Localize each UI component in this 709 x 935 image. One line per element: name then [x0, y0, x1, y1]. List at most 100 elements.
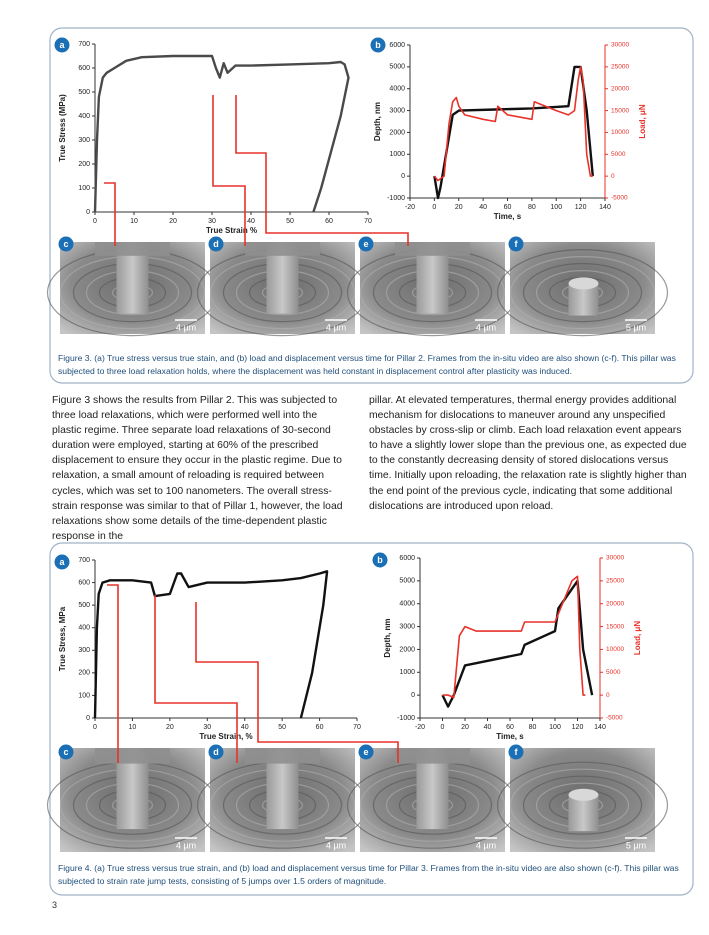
pillar-top: [568, 277, 599, 290]
y2-tick-label: 15000: [606, 623, 624, 630]
sem-image: 5 µm: [496, 242, 669, 337]
y2-tick-label: -5000: [611, 195, 628, 202]
x-tick-label: 120: [575, 204, 587, 211]
panel-label-badge: [370, 37, 386, 53]
data-line: [433, 66, 593, 182]
x-tick-label: 0: [441, 724, 445, 731]
sem-image: 4 µm: [196, 748, 369, 852]
panel-label-badge: [54, 37, 70, 53]
figure-caption: Figure 4. (a) True stress versus true st…: [58, 863, 679, 886]
x-axis-label: True Strain, %: [199, 732, 252, 741]
x-tick-label: 20: [169, 218, 177, 225]
y-tick-label: 4000: [399, 601, 415, 608]
x-tick-label: 30: [203, 724, 211, 731]
x-tick-label: 140: [594, 724, 606, 731]
y-tick-label: 6000: [399, 555, 415, 562]
panel-label: a: [59, 40, 65, 50]
y-tick-label: 5000: [389, 64, 405, 71]
x-tick-label: 40: [247, 218, 255, 225]
y2-tick-label: 5000: [611, 151, 626, 158]
y-tick-label: 0: [86, 209, 90, 216]
x-tick-label: 50: [286, 218, 294, 225]
x-tick-label: 100: [549, 724, 561, 731]
y-tick-label: 300: [78, 137, 90, 144]
y-tick-label: 600: [78, 579, 90, 586]
scale-bar-label: 5 µm: [626, 840, 646, 850]
y-tick-label: 2000: [399, 646, 415, 653]
y-tick-label: 0: [411, 692, 415, 699]
indenter: [245, 748, 320, 764]
data-line: [442, 575, 586, 699]
indenter: [95, 748, 170, 764]
y-tick-label: 500: [78, 89, 90, 96]
x-tick-label: 70: [353, 724, 361, 731]
sem-texture: [496, 761, 669, 849]
y2-tick-label: 10000: [606, 646, 624, 653]
y2-axis-label: Load, μN: [638, 104, 647, 138]
y2-tick-label: 0: [611, 173, 615, 180]
panel-label-badge: [372, 552, 388, 568]
figure-frame: [49, 27, 694, 384]
panel-label: d: [213, 747, 219, 757]
sem-texture: [522, 263, 643, 323]
panel-label: b: [377, 555, 383, 565]
y-tick-label: 200: [78, 670, 90, 677]
data-line: [441, 579, 594, 708]
panel-label: f: [515, 239, 519, 249]
scale-bar-label: 4 µm: [326, 840, 346, 850]
x-tick-label: 100: [550, 204, 562, 211]
x-tick-label: 60: [325, 218, 333, 225]
data-line: [93, 54, 350, 213]
panel-label-badge: [358, 236, 374, 252]
panel-label: b: [375, 40, 381, 50]
x-tick-label: 30: [208, 218, 216, 225]
page-number: 3: [52, 900, 58, 910]
x-tick-label: 80: [528, 204, 536, 211]
panel-label: c: [63, 747, 68, 757]
panel-label-badge: [58, 236, 74, 252]
y-tick-label: 200: [78, 161, 90, 168]
sem-image: 4 µm: [46, 748, 219, 852]
y-tick-label: 5000: [399, 578, 415, 585]
y-tick-label: 600: [78, 65, 90, 72]
y2-tick-label: 20000: [611, 85, 629, 92]
x-tick-label: 40: [479, 204, 487, 211]
y-tick-label: 500: [78, 602, 90, 609]
x-tick-label: 20: [166, 724, 174, 731]
y-tick-label: 700: [78, 557, 90, 564]
y2-tick-label: 0: [606, 692, 610, 699]
y2-tick-label: 30000: [611, 42, 629, 49]
indenter: [395, 748, 470, 764]
x-axis-label: True Strain %: [206, 226, 257, 235]
panel-label: c: [63, 239, 68, 249]
y-tick-label: -1000: [397, 715, 415, 722]
x-tick-label: 50: [278, 724, 286, 731]
y-axis-label: Depth, nm: [373, 102, 382, 141]
y-tick-label: 0: [401, 173, 405, 180]
x-tick-label: 40: [241, 724, 249, 731]
x-tick-label: 70: [364, 218, 372, 225]
y-tick-label: 100: [78, 692, 90, 699]
x-axis-label: Time, s: [494, 212, 522, 221]
scale-bar-label: 4 µm: [176, 840, 196, 850]
x-tick-label: 10: [130, 218, 138, 225]
y2-tick-label: 20000: [606, 600, 624, 607]
panel-label-badge: [508, 744, 524, 760]
y-axis-label: True Stress (MPa): [58, 94, 67, 162]
sem-texture: [509, 256, 656, 330]
panel-label-badge: [358, 744, 374, 760]
panel-label: d: [213, 239, 219, 249]
panel-label-badge: [54, 554, 70, 570]
y2-tick-label: 25000: [611, 64, 629, 71]
body-text: pillar. At elevated temperatures, therma…: [369, 395, 687, 512]
connector: [235, 95, 409, 246]
y-tick-label: 3000: [399, 623, 415, 630]
panel-label: a: [59, 557, 65, 567]
y-tick-label: 2000: [389, 129, 405, 136]
scale-bar-label: 4 µm: [176, 322, 196, 332]
y-tick-label: 400: [78, 113, 90, 120]
y-axis-label: Depth, nm: [383, 618, 392, 657]
y-tick-label: 1000: [399, 669, 415, 676]
y-tick-label: 4000: [389, 86, 405, 93]
